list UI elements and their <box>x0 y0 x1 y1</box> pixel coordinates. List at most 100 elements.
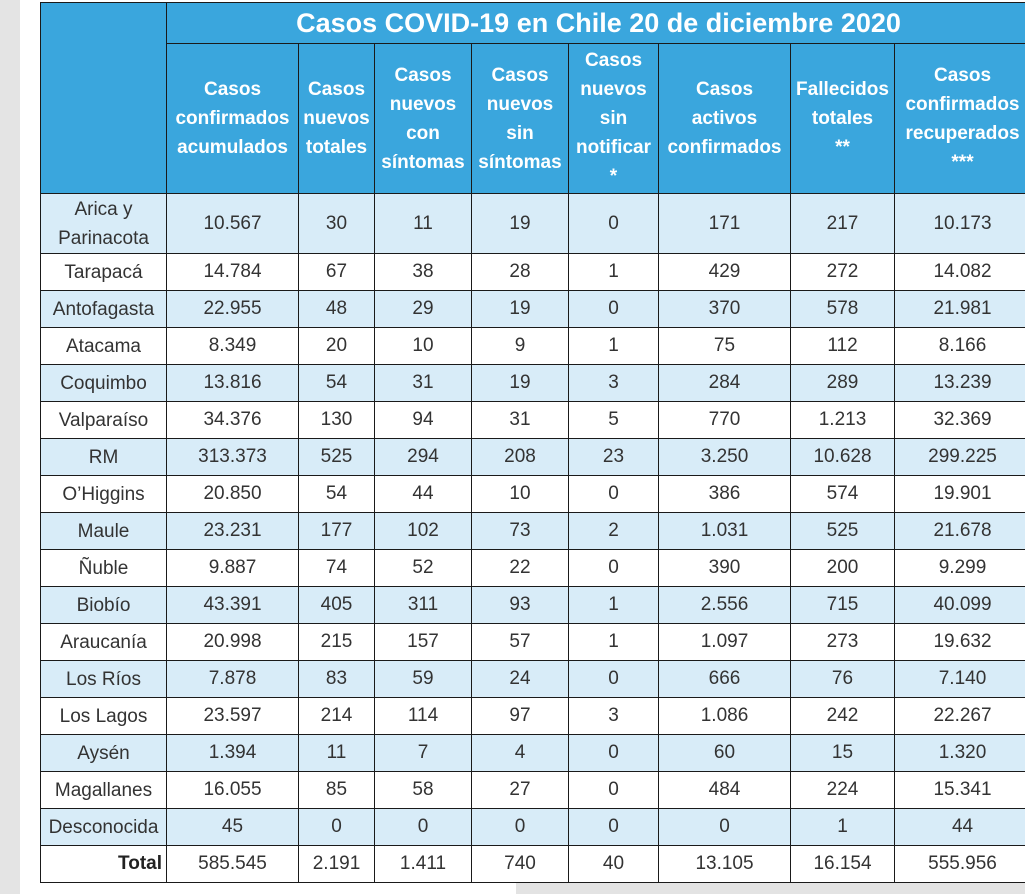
table-cell: 313.373 <box>166 438 299 476</box>
column-header-line: confirmados <box>667 137 782 158</box>
column-header-line: acumulados <box>177 137 288 158</box>
table-cell: 284 <box>658 364 791 402</box>
table-cell: 0 <box>568 734 659 772</box>
table-cell: 0 <box>568 808 659 846</box>
total-cell: 585.545 <box>166 845 299 883</box>
column-header-line: notificar <box>576 137 651 158</box>
header-row: Casos confirmados acumulados Casos nuevos tot… <box>41 43 1025 194</box>
table-cell: 24 <box>471 660 569 698</box>
column-header-line: confirmados <box>175 108 290 129</box>
table-cell: 1.097 <box>658 623 791 661</box>
table-title: Casos COVID-19 en Chile 20 de diciembre … <box>165 2 1025 44</box>
total-cell: 740 <box>471 845 569 883</box>
column-header: Fallecidos totales ** <box>790 43 895 194</box>
region-name: Ñuble <box>40 549 167 587</box>
column-header-line: totales <box>811 108 874 129</box>
table-cell: 27 <box>471 771 569 809</box>
region-name: Atacama <box>40 327 167 365</box>
table-cell: 22 <box>471 549 569 587</box>
table-cell: 0 <box>298 808 375 846</box>
table-cell: 76 <box>790 660 895 698</box>
table-cell: 75 <box>658 327 791 365</box>
total-cell: 1.411 <box>374 845 472 883</box>
table-cell: 224 <box>790 771 895 809</box>
table-cell: 23.231 <box>166 512 299 550</box>
table-cell: 44 <box>374 475 472 513</box>
column-header-line: Fallecidos <box>796 79 889 100</box>
table-cell: 4 <box>471 734 569 772</box>
region-name: Araucanía <box>40 623 167 661</box>
table-cell: 429 <box>658 253 791 291</box>
table-cell: 1.086 <box>658 697 791 735</box>
table-cell: 666 <box>658 660 791 698</box>
table-cell: 1 <box>790 808 895 846</box>
column-header: Casos nuevos sin síntomas <box>471 43 569 194</box>
table-cell: 1.394 <box>166 734 299 772</box>
table-cell: 215 <box>298 623 375 661</box>
table-cell: 30 <box>298 193 375 254</box>
table-cell: 23.597 <box>166 697 299 735</box>
table-cell: 208 <box>471 438 569 476</box>
table-cell: 14.082 <box>893 253 1025 291</box>
table-cell: 574 <box>790 475 895 513</box>
table-row: Los Lagos 23.597 214 114 97 3 1.086 242 22.267 <box>40 697 1025 735</box>
table-cell: 242 <box>790 697 895 735</box>
table-cell: 29 <box>374 290 472 328</box>
column-header-line: sin <box>599 108 628 129</box>
table-cell: 19 <box>471 364 569 402</box>
table-cell: 525 <box>790 512 895 550</box>
column-header-line: Casos <box>584 50 643 71</box>
table-cell: 93 <box>471 586 569 624</box>
table-row: Biobío 43.391 405 311 93 1 2.556 715 40.099 <box>40 586 1025 624</box>
table-cell: 289 <box>790 364 895 402</box>
table-cell: 10.173 <box>893 193 1025 254</box>
table-cell: 3 <box>568 697 659 735</box>
table-cell: 94 <box>374 401 472 439</box>
table-row: Atacama 8.349 20 10 9 1 75 112 8.166 <box>40 327 1025 365</box>
table-cell: 2.556 <box>658 586 791 624</box>
table-cell: 157 <box>374 623 472 661</box>
table-row: RM 313.373 525 294 208 23 3.250 10.628 299.225 <box>40 438 1025 476</box>
table-cell: 370 <box>658 290 791 328</box>
table-row: Magallanes 16.055 85 58 27 0 484 224 15.341 <box>40 771 1025 809</box>
table-cell: 43.391 <box>166 586 299 624</box>
column-header-line: ** <box>835 137 850 158</box>
column-header-line: totales <box>305 137 368 158</box>
table-cell: 8.166 <box>893 327 1025 365</box>
table-cell: 11 <box>374 193 472 254</box>
region-name: Tarapacá <box>40 253 167 291</box>
column-header-line: *** <box>951 151 974 173</box>
table-cell: 48 <box>298 290 375 328</box>
table-cell: 34.376 <box>166 401 299 439</box>
table-cell: 10.628 <box>790 438 895 476</box>
table-cell: 28 <box>471 253 569 291</box>
total-row: Total 585.545 2.191 1.411 740 40 13.105 16.154 5… <box>40 845 1025 883</box>
table-cell: 484 <box>658 771 791 809</box>
column-header-line: síntomas <box>478 151 562 173</box>
table-row: Arica y Parinacota 10.567 30 11 19 0 171 217 10.… <box>40 193 1025 254</box>
table-cell: 23 <box>568 438 659 476</box>
table-cell: 60 <box>658 734 791 772</box>
table-cell: 299.225 <box>893 438 1025 476</box>
table-cell: 715 <box>790 586 895 624</box>
column-header: Casos activos confirmados <box>658 43 791 194</box>
table-cell: 390 <box>658 549 791 587</box>
table-cell: 58 <box>374 771 472 809</box>
region-name: Maule <box>40 512 167 550</box>
table-cell: 54 <box>298 364 375 402</box>
table-row: Maule 23.231 177 102 73 2 1.031 525 21.678 <box>40 512 1025 550</box>
table-cell: 171 <box>658 193 791 254</box>
total-cell: 2.191 <box>298 845 375 883</box>
table-cell: 15 <box>790 734 895 772</box>
table-cell: 19.632 <box>893 623 1025 661</box>
table-cell: 0 <box>374 808 472 846</box>
table-row: Coquimbo 13.816 54 31 19 3 284 289 13.239 <box>40 364 1025 402</box>
table-cell: 112 <box>790 327 895 365</box>
table-cell: 74 <box>298 549 375 587</box>
total-cell: 40 <box>568 845 659 883</box>
table-cell: 5 <box>568 401 659 439</box>
total-cell: 13.105 <box>658 845 791 883</box>
table-cell: 1 <box>568 253 659 291</box>
table-cell: 214 <box>298 697 375 735</box>
corner-cell <box>40 2 167 194</box>
